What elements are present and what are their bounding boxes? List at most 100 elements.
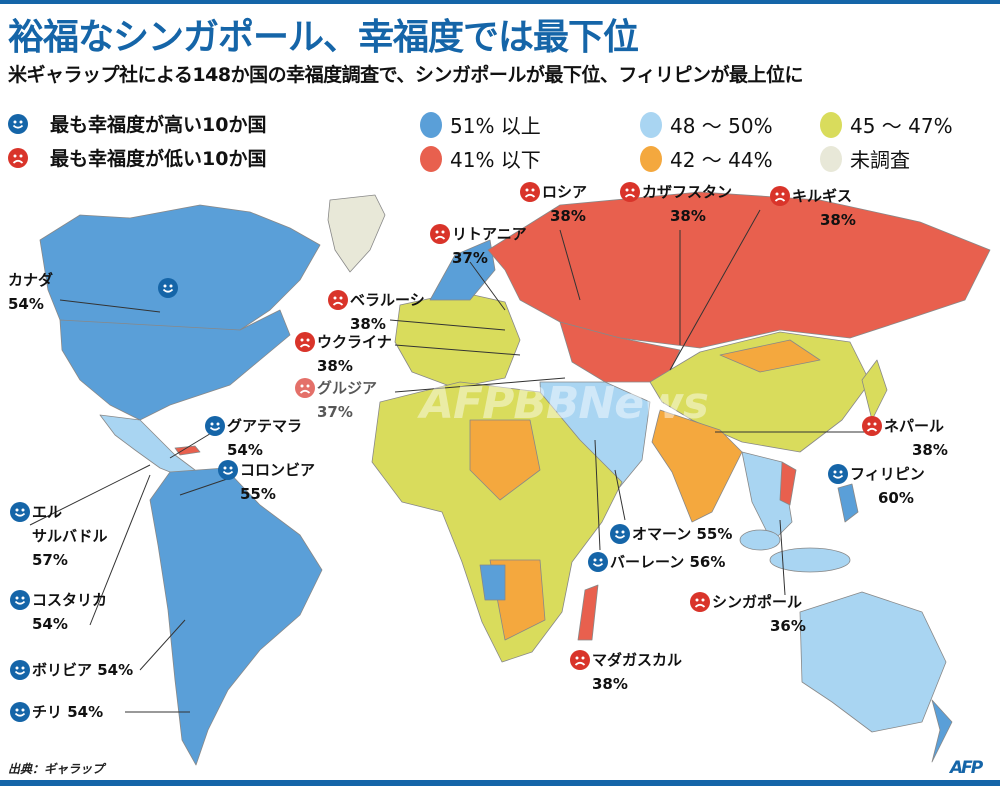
sad-face-icon xyxy=(520,182,540,202)
sad-face-icon xyxy=(8,147,28,168)
region-russia xyxy=(487,191,991,349)
country-name: キルギス xyxy=(792,187,853,205)
country-label: ロシア 38% xyxy=(520,180,587,228)
sad-face-icon xyxy=(295,378,315,398)
country-label: コロンビア 55% xyxy=(218,458,315,506)
country-label: シンガポール 36% xyxy=(690,590,806,638)
smiley-face-icon xyxy=(10,502,30,522)
country-value: 54% xyxy=(8,295,44,313)
country-name: エル xyxy=(32,503,63,521)
country-label: マダガスカル 38% xyxy=(570,648,682,696)
country-label: キルギス 38% xyxy=(770,184,856,232)
smiley-face-icon xyxy=(610,524,630,544)
leader-lines xyxy=(29,209,865,713)
sad-face-icon xyxy=(620,182,640,202)
region-usa xyxy=(59,309,291,421)
legend-happy-label: 最も幸福度が高い10か国 xyxy=(50,114,267,136)
region-vietnam xyxy=(779,461,797,506)
sad-face-icon xyxy=(770,186,790,206)
country-value: 38% xyxy=(912,441,948,459)
source-note: 出典：ギャラップ xyxy=(8,762,105,776)
smiley-face-icon xyxy=(10,590,30,610)
country-label: チリ 54% xyxy=(10,700,103,724)
country-label: バーレーン 56% xyxy=(588,550,725,574)
sad-face-icon xyxy=(295,332,315,352)
region-india xyxy=(651,409,743,523)
smiley-face-icon xyxy=(10,702,30,722)
country-name-line2: サルバドル xyxy=(32,527,108,545)
region-greenland xyxy=(327,194,386,273)
country-label: カナダ 54% xyxy=(8,268,53,316)
legend-range: 51% 以上 xyxy=(420,110,541,139)
country-name: チリ 54% xyxy=(32,703,104,721)
country-name: オマーン 55% xyxy=(632,525,733,543)
country-label: グアテマラ 54% xyxy=(205,414,302,462)
sad-face-icon xyxy=(690,592,710,612)
sad-face-icon xyxy=(570,650,590,670)
country-value: 57% xyxy=(32,551,68,569)
legend-range-label: 41% 以下 xyxy=(450,148,541,172)
smiley-face-icon xyxy=(10,660,30,680)
country-value: 38% xyxy=(670,207,706,225)
country-value: 54% xyxy=(32,615,68,633)
country-name: ロシア xyxy=(542,183,588,201)
legend-range: 41% 以下 xyxy=(420,144,541,173)
region-africa xyxy=(371,381,623,663)
region-europe xyxy=(394,291,521,389)
smiley-face-icon xyxy=(158,278,178,298)
legend-range: 未調査 xyxy=(820,144,910,173)
country-value: 38% xyxy=(317,357,353,375)
smiley-face-icon xyxy=(828,464,848,484)
legend-range: 45 ～ 47% xyxy=(820,110,953,139)
country-value: 38% xyxy=(350,315,386,333)
country-name: ネパール xyxy=(884,417,945,435)
country-label: エルサルバドル 57% xyxy=(10,500,107,572)
legend-swatch xyxy=(820,111,842,138)
legend-swatch xyxy=(420,145,442,172)
legend-happy: 最も幸福度が高い10か国 xyxy=(8,110,266,137)
country-name: カザフスタン xyxy=(642,183,733,201)
legend-range-label: 45 ～ 47% xyxy=(850,114,953,138)
country-value: 37% xyxy=(452,249,488,267)
country-name: グルジア xyxy=(317,379,378,397)
region-japan xyxy=(861,359,888,421)
legend-range: 42 ～ 44% xyxy=(640,144,773,173)
legend-unhappy-label: 最も幸福度が低い10か国 xyxy=(50,148,267,170)
smiley-face-icon xyxy=(588,552,608,572)
country-label: グルジア 37% xyxy=(295,376,377,424)
country-name: コスタリカ xyxy=(32,591,108,609)
country-value: 60% xyxy=(878,489,914,507)
country-label: フィリピン 60% xyxy=(828,462,925,510)
country-label: ネパール 38% xyxy=(862,414,948,462)
region-indonesia xyxy=(769,547,851,573)
legend-range-label: 51% 以上 xyxy=(450,114,541,138)
region-new-zealand xyxy=(931,699,953,763)
country-value: 54% xyxy=(227,441,263,459)
country-name: マダガスカル xyxy=(592,651,683,669)
region-angola xyxy=(479,564,506,601)
country-value: 37% xyxy=(317,403,353,421)
smiley-face-icon xyxy=(205,416,225,436)
region-southeast-asia xyxy=(741,451,793,543)
region-indonesia-west xyxy=(739,529,781,551)
bottom-border xyxy=(0,780,1000,786)
smiley-face-icon xyxy=(218,460,238,480)
region-australia xyxy=(799,591,947,733)
country-value: 38% xyxy=(550,207,586,225)
top-border xyxy=(0,0,1000,4)
sad-face-icon xyxy=(862,416,882,436)
legend-range-label: 48 ～ 50% xyxy=(670,114,773,138)
country-name: ウクライナ xyxy=(317,333,392,351)
country-name: グアテマラ xyxy=(227,417,303,435)
country-name: カナダ xyxy=(8,271,54,289)
country-label: リトアニア 37% xyxy=(430,222,527,270)
country-value: 36% xyxy=(770,617,806,635)
country-label: コスタリカ 54% xyxy=(10,588,107,636)
legend-swatch xyxy=(420,111,442,138)
sad-face-icon xyxy=(430,224,450,244)
watermark: AFPBBNews xyxy=(420,378,709,429)
country-name: シンガポール xyxy=(712,593,803,611)
country-name: コロンビア xyxy=(240,461,316,479)
country-name: ベラルーシ xyxy=(350,291,425,309)
region-china xyxy=(649,331,871,453)
